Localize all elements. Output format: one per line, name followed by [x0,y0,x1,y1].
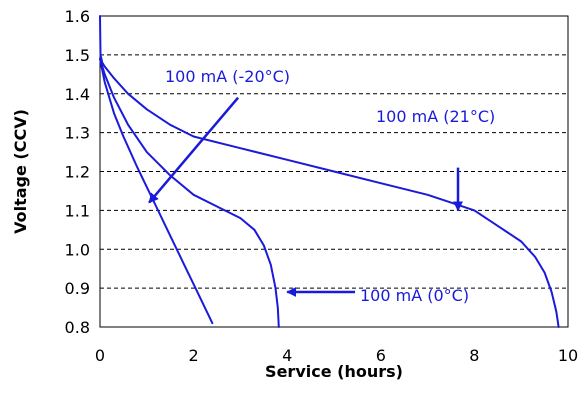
y-tick-label: 1.0 [65,240,90,259]
annotation-label: 100 mA (21°C) [376,107,495,126]
y-tick-label: 1.3 [65,124,90,143]
y-axis-title: Voltage (CCV) [11,109,30,234]
y-tick-label: 1.4 [65,85,90,104]
y-tick-label: 0.9 [65,279,90,298]
annotation-layer: 100 mA (-20°C) 100 mA (21°C) 100 mA (0°C) [148,67,495,305]
y-tick-label: 1.5 [65,46,90,65]
series-line-2 [99,57,214,325]
x-tick-label: 0 [95,346,105,365]
plot-frame [99,15,569,328]
x-tick-label: 10 [558,346,578,365]
annotation-label: 100 mA (0°C) [360,286,469,305]
series-line-1 [99,57,280,328]
x-tick-label: 6 [376,346,386,365]
y-tick-label: 0.8 [65,318,90,337]
x-tick-label: 2 [189,346,199,365]
annotation-label: 100 mA (-20°C) [165,67,290,86]
y-tick-label: 1.1 [65,201,90,220]
series-layer [99,15,560,328]
annotation-arrow [148,96,240,204]
series-line-0 [99,15,560,328]
y-tick-label: 1.2 [65,163,90,182]
x-tick-label: 8 [469,346,479,365]
x-tick-labels: 0 2 4 6 8 10 [95,346,578,365]
x-tick-label: 4 [282,346,292,365]
y-tick-labels: 0.8 0.9 1.0 1.1 1.2 1.3 1.4 1.5 1.6 [65,7,90,337]
y-tick-label: 1.6 [65,7,90,26]
x-axis-title: Service (hours) [265,362,403,381]
